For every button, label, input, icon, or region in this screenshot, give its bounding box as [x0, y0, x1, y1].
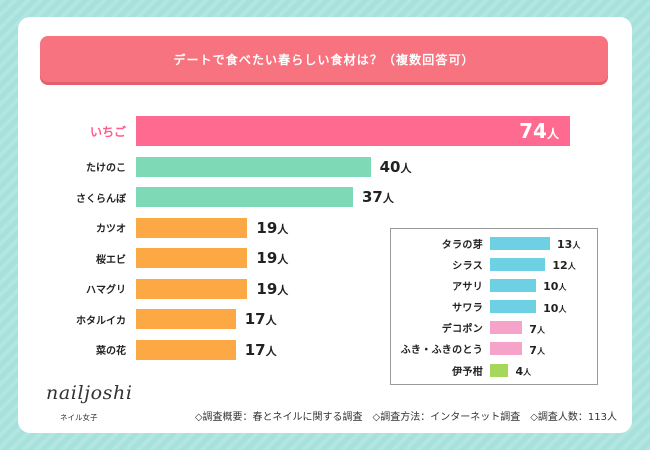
inset-bar [490, 321, 523, 335]
main-category-label: たけのこ [86, 163, 126, 174]
value-number: 19 [256, 218, 278, 237]
value-unit: 人 [536, 346, 545, 356]
inset-bar [490, 257, 546, 271]
inset-bar [490, 363, 509, 377]
inset-value-label: 7人 [529, 341, 545, 357]
value-number: 40 [379, 157, 401, 176]
inset-value-label: 4人 [515, 362, 531, 378]
inset-value-label: 13人 [557, 235, 580, 251]
inset-category-label: タラの芽 [441, 239, 483, 251]
chart-title: デートで食べたい春らしい食材は？（複数回答可） [173, 52, 475, 67]
main-bar [136, 248, 248, 268]
value-number: 17 [244, 340, 266, 359]
inset-value-label: 7人 [529, 320, 545, 336]
inset-category-label: デコポン [441, 324, 483, 336]
value-number: 19 [256, 249, 278, 267]
inset-bar [490, 236, 550, 250]
main-value-label: 19人 [256, 247, 288, 269]
main-category-label: いちご [89, 124, 126, 139]
value-unit: 人 [277, 253, 289, 266]
value-number: 10 [543, 280, 559, 294]
value-unit: 人 [567, 262, 576, 272]
brand-logo-tagline: ネイル女子 [60, 413, 98, 422]
main-category-label: さくらんぼ [76, 193, 126, 205]
inset-bar-chart: タラの芽 13人 シラス 12人 アサリ 10人 サワラ 10人 デコポン 7人 ふき・ふきのとう 7… [390, 228, 598, 385]
main-bar-chart: いちご 74人 たけのこ 40人 さくらんぼ 37人 カツオ 19人 桜エビ 19人 ハマグリ 19人… [40, 110, 600, 366]
value-unit: 人 [265, 344, 277, 358]
value-number: 7 [529, 343, 537, 357]
value-unit: 人 [558, 283, 567, 293]
value-unit: 人 [400, 161, 412, 175]
inset-category-label: アサリ [452, 281, 483, 293]
value-number: 74 [519, 119, 547, 143]
inset-category-label: 伊予柑 [452, 366, 483, 378]
main-value-label: 19人 [256, 278, 288, 300]
survey-footer: ◇調査概要：春とネイルに関する調査 ◇調査方法：インターネット調査 ◇調査人数：… [195, 408, 617, 423]
value-number: 12 [552, 259, 568, 273]
main-value-label: 17人 [245, 339, 277, 361]
value-number: 17 [244, 310, 266, 328]
main-bar [136, 278, 248, 299]
survey-count: ◇調査人数：113人 [530, 412, 617, 423]
value-unit: 人 [558, 304, 567, 314]
main-value-label: 37人 [362, 186, 394, 208]
main-category-label: 桜エビ [96, 254, 126, 266]
brand-logo-wordmark: nailjoshi [46, 382, 133, 404]
value-unit: 人 [277, 283, 289, 297]
survey-method: ◇調査方法：インターネット調査 [372, 412, 521, 423]
value-unit: 人 [546, 127, 559, 141]
main-bar [136, 156, 371, 177]
main-bar [136, 217, 248, 238]
inset-value-label: 10人 [543, 277, 566, 293]
inset-bar [490, 278, 537, 292]
value-number: 10 [543, 301, 559, 315]
value-unit: 人 [536, 325, 545, 335]
main-bar [136, 309, 236, 329]
value-number: 19 [256, 279, 278, 298]
main-bar [136, 116, 570, 146]
main-value-label: 74人 [136, 116, 559, 146]
value-unit: 人 [277, 222, 289, 236]
value-unit: 人 [572, 241, 581, 250]
main-category-label: ハマグリ [86, 285, 126, 296]
inset-category-label: ふき・ふきのとう [400, 345, 483, 357]
inset-bar [490, 300, 537, 313]
value-number: 7 [529, 322, 537, 336]
main-value-label: 17人 [245, 308, 277, 330]
value-number: 37 [362, 188, 383, 206]
survey-summary: ◇調査概要：春とネイルに関する調査 [194, 412, 363, 423]
main-category-label: ホタルイカ [76, 315, 126, 327]
inset-value-label: 10人 [543, 299, 566, 315]
main-value-label: 19人 [256, 217, 288, 239]
value-number: 4 [515, 365, 524, 379]
title-banner: デートで食べたい春らしい食材は？（複数回答可） [40, 36, 608, 82]
inset-category-label: サワラ [452, 303, 483, 314]
value-unit: 人 [382, 192, 394, 205]
main-bar [136, 187, 353, 207]
inset-category-label: シラス [452, 260, 483, 272]
main-category-label: カツオ [96, 224, 126, 235]
value-number: 13 [557, 238, 573, 251]
main-category-label: 菜の花 [96, 346, 126, 357]
inset-bar [490, 342, 523, 356]
main-bar [136, 339, 236, 360]
main-value-label: 40人 [380, 156, 412, 178]
value-unit: 人 [523, 368, 532, 378]
inset-value-label: 12人 [552, 256, 575, 272]
value-unit: 人 [265, 314, 277, 327]
